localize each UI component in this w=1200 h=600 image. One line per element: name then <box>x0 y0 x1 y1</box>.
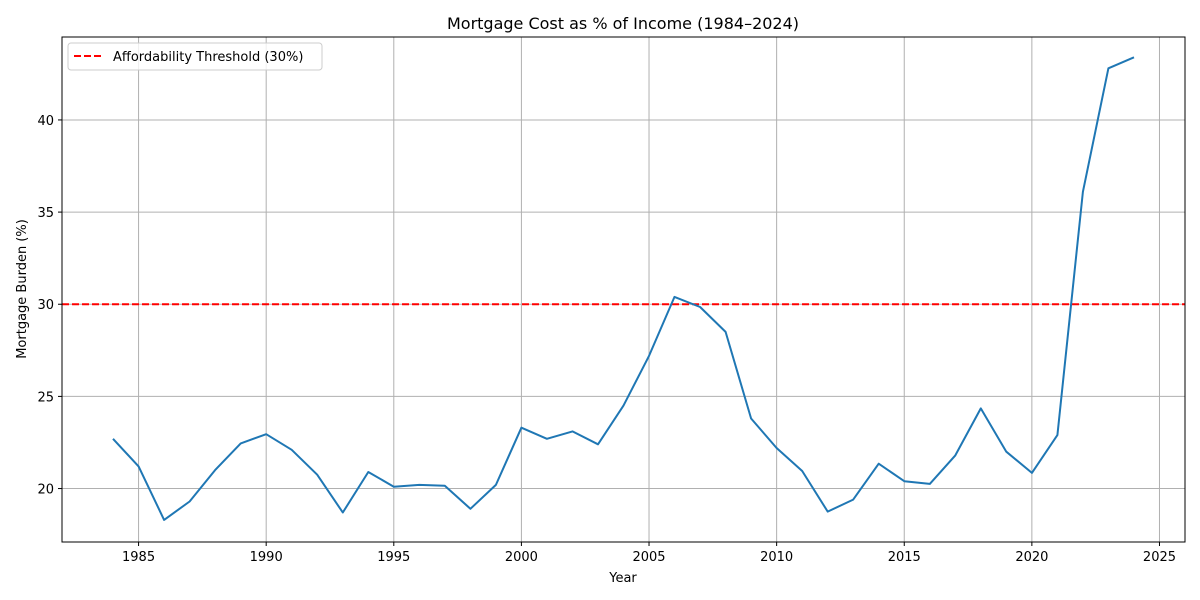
grid <box>62 37 1185 542</box>
legend-box <box>67 42 323 71</box>
x-tick-label: 2010 <box>760 550 793 565</box>
x-tick-label: 1990 <box>250 550 283 565</box>
chart-title: Mortgage Cost as % of Income (1984–2024) <box>447 14 799 33</box>
x-tick-label: 1995 <box>377 550 410 565</box>
legend: Affordability Threshold (30%) <box>67 42 323 71</box>
x-tick-label: 2000 <box>505 550 538 565</box>
x-tick-label: 2025 <box>1143 550 1176 565</box>
y-tick-label: 30 <box>37 298 54 313</box>
y-axis: 20 25 30 35 40 <box>37 114 62 498</box>
legend-label-threshold: Affordability Threshold (30%) <box>113 50 303 65</box>
y-axis-title: Mortgage Burden (%) <box>15 219 30 359</box>
x-tick-label: 1985 <box>122 550 155 565</box>
series-layer <box>112 56 1135 521</box>
x-tick-label: 2005 <box>632 550 665 565</box>
y-tick-label: 20 <box>37 483 54 498</box>
series-line <box>112 56 1135 521</box>
y-tick-label: 25 <box>37 390 54 405</box>
y-tick-label: 35 <box>37 206 54 221</box>
plot-frame <box>61 36 1186 543</box>
x-axis-title: Year <box>608 571 637 586</box>
x-tick-label: 2015 <box>888 550 921 565</box>
x-axis: 1985 1990 1995 2000 2005 2010 2015 2020 2025 <box>122 542 1176 565</box>
y-tick-label: 40 <box>37 114 54 129</box>
x-tick-label: 2020 <box>1015 550 1048 565</box>
